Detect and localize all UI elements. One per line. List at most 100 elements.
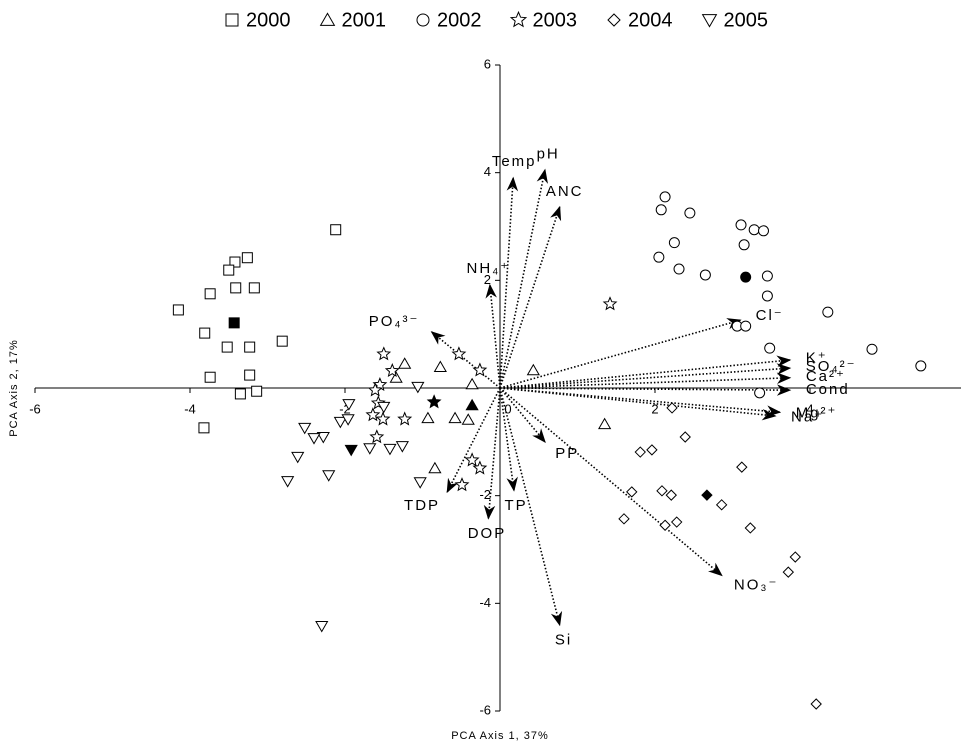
centroid xyxy=(426,394,442,409)
legend-label: 2001 xyxy=(342,9,387,31)
point xyxy=(307,433,321,445)
point xyxy=(789,551,801,563)
point xyxy=(764,342,776,354)
legend-symbol xyxy=(701,14,718,28)
point xyxy=(230,282,242,294)
point xyxy=(659,191,671,203)
loading-vector xyxy=(499,363,792,389)
centroid xyxy=(228,317,240,329)
point xyxy=(316,431,330,444)
legend-item: 2005 xyxy=(701,9,769,31)
x-tick-label: 4 xyxy=(806,401,813,416)
legend-symbol xyxy=(225,13,239,27)
point xyxy=(782,566,795,578)
point xyxy=(451,346,467,361)
point xyxy=(526,363,540,376)
point xyxy=(234,388,246,400)
point xyxy=(389,371,403,383)
vector-label: NO₃⁻ xyxy=(734,577,779,594)
point xyxy=(866,343,878,355)
legend-item: 2001 xyxy=(319,9,387,31)
point xyxy=(646,444,658,456)
point xyxy=(761,290,773,302)
point xyxy=(428,461,442,474)
loading-vector xyxy=(499,384,792,396)
point xyxy=(291,451,305,464)
point xyxy=(748,224,760,236)
point xyxy=(377,401,391,414)
point xyxy=(715,499,728,511)
y-tick-label: 4 xyxy=(484,164,491,179)
point xyxy=(229,256,241,268)
centroid xyxy=(344,444,358,457)
point xyxy=(626,486,638,498)
point xyxy=(276,335,288,347)
vector-label: PO₄³⁻ xyxy=(369,313,420,330)
y-tick-label: -4 xyxy=(479,595,491,610)
y-tick-label: -2 xyxy=(479,487,491,502)
vector-label: Ca²⁺ xyxy=(806,368,846,385)
point xyxy=(740,320,752,332)
vector-label: Cond xyxy=(806,381,850,398)
vector-label: Temp xyxy=(492,153,537,170)
x-tick-label: 0 xyxy=(504,401,511,416)
loading-vector xyxy=(499,387,777,421)
point xyxy=(298,422,312,435)
point xyxy=(251,385,263,397)
point xyxy=(472,362,488,377)
vector-label: PP xyxy=(555,445,579,462)
point xyxy=(655,204,667,216)
point xyxy=(754,387,766,399)
loading-vector xyxy=(499,387,563,627)
vector-label: pH xyxy=(537,145,560,162)
x-tick-label: -4 xyxy=(184,401,196,416)
point xyxy=(761,270,773,282)
legend-item: 2003 xyxy=(509,9,578,31)
point xyxy=(204,371,216,383)
point xyxy=(363,443,377,455)
loading-vector xyxy=(483,387,501,520)
point xyxy=(342,399,356,411)
vector-label: TP xyxy=(505,497,528,514)
point xyxy=(333,416,347,429)
vector-label: K⁺ xyxy=(806,349,828,366)
centroid xyxy=(701,489,713,501)
loading-vector xyxy=(485,283,501,389)
point xyxy=(464,452,480,467)
point xyxy=(421,411,435,424)
point xyxy=(666,402,678,414)
vector-label: DOP xyxy=(468,525,507,542)
point xyxy=(172,304,184,316)
point xyxy=(198,422,210,434)
point xyxy=(673,263,685,275)
point xyxy=(668,237,680,249)
legend-label: 2005 xyxy=(724,9,769,31)
legend-label: 2000 xyxy=(246,9,291,31)
vector-label: ANC xyxy=(546,183,584,200)
point xyxy=(744,522,757,534)
legend-symbol xyxy=(319,12,336,26)
point xyxy=(736,461,748,473)
point xyxy=(738,239,750,251)
point xyxy=(659,519,671,531)
point xyxy=(248,282,260,294)
point xyxy=(376,346,392,361)
point xyxy=(670,516,683,528)
loading-vector xyxy=(430,331,501,389)
point xyxy=(204,288,216,300)
point xyxy=(367,382,383,397)
point xyxy=(684,207,696,219)
point xyxy=(322,470,336,482)
point xyxy=(598,417,612,430)
vector-label: Mg²⁺ xyxy=(796,405,838,422)
legend-label: 2003 xyxy=(533,9,578,31)
loading-vector xyxy=(499,355,792,389)
point xyxy=(602,296,618,311)
point xyxy=(822,306,834,318)
loading-vector xyxy=(499,318,742,389)
point xyxy=(810,698,822,710)
legend-symbol xyxy=(607,13,621,27)
legend-item: 2002 xyxy=(416,9,482,31)
point xyxy=(634,446,646,458)
point xyxy=(221,341,233,353)
